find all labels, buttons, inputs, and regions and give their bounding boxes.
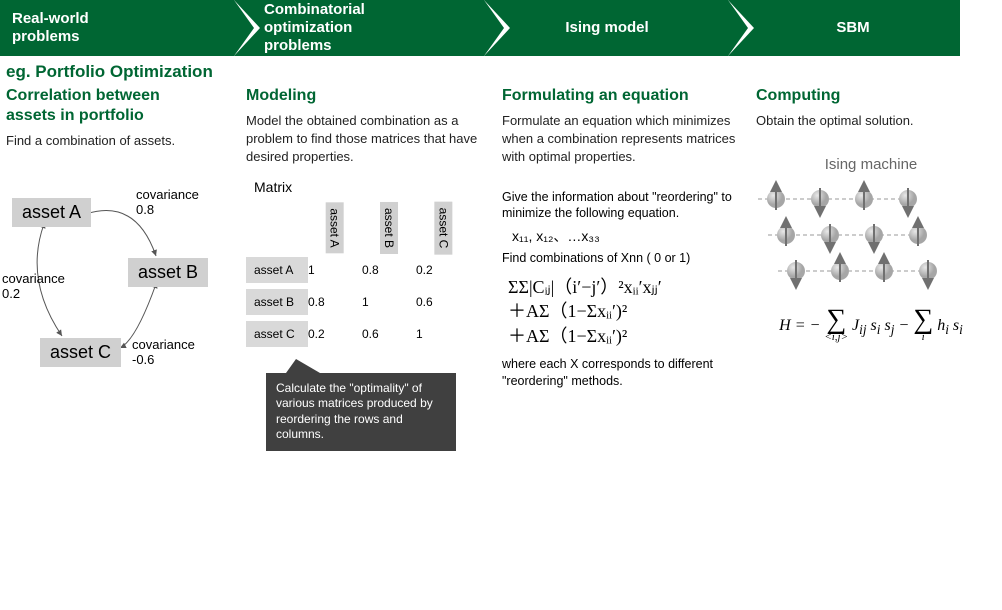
ising-lattice — [756, 177, 956, 297]
hamiltonian-equation: H = − ∑<i,j> Jij si sj − ∑i hi si — [756, 310, 986, 343]
eq-note1: Give the information about "reordering" … — [502, 189, 746, 223]
col4-title: Computing — [756, 86, 986, 106]
arrow-step-1: Combinatorialoptimizationproblems — [234, 0, 484, 56]
matrix-cell: 1 — [362, 289, 416, 315]
col-real-world: Correlation betweenassets in portfolio F… — [6, 86, 246, 451]
eq-footnote: where each X corresponds to different "r… — [502, 356, 746, 390]
covariance-label: covariance-0.6 — [132, 338, 195, 368]
table-row: asset C0.20.61 — [246, 321, 470, 347]
eq-line2: ＋AΣ（1−Σxᵢᵢ′)² — [508, 299, 746, 323]
col4-desc: Obtain the optimal solution. — [756, 112, 986, 130]
table-row: asset B0.810.6 — [246, 289, 470, 315]
eq-note2: Find combinations of Xnn ( 0 or 1) — [502, 250, 746, 267]
columns-row: Correlation betweenassets in portfolio F… — [0, 86, 1002, 451]
callout-box: Calculate the "optimality" of various ma… — [266, 373, 456, 451]
matrix-cell: 0.6 — [416, 289, 470, 315]
asset-box: asset A — [12, 198, 91, 227]
eq-line3: ＋AΣ（1−Σxᵢᵢ′)² — [508, 324, 746, 348]
matrix-cell: 0.6 — [362, 321, 416, 347]
arrow-step-label: Combinatorialoptimizationproblems — [264, 1, 365, 55]
col-computing: Computing Obtain the optimal solution. I… — [756, 86, 996, 451]
col1-title: Correlation betweenassets in portfolio — [6, 86, 236, 126]
col1-desc: Find a combination of assets. — [6, 132, 236, 150]
covariance-label: covariance0.2 — [2, 272, 65, 302]
ising-machine-label: Ising machine — [756, 156, 986, 173]
asset-box: asset B — [128, 258, 208, 287]
col3-desc: Formulate an equation which minimizes wh… — [502, 112, 746, 167]
matrix-cell: 0.8 — [362, 257, 416, 283]
matrix-cell: 1 — [308, 257, 362, 283]
matrix-label: Matrix — [254, 179, 492, 195]
col3-title: Formulating an equation — [502, 86, 746, 106]
eq-vars: x₁₁, x₁₂、…x₃₃ — [512, 226, 746, 246]
eq-line1: ΣΣ|Cᵢⱼ|（i′−j′）²xᵢᵢ′xⱼⱼ′ — [508, 275, 746, 299]
arrow-step-0: Real-worldproblems — [0, 0, 234, 56]
asset-box: asset C — [40, 338, 121, 367]
row-header: asset A — [246, 257, 308, 283]
matrix-cell: 1 — [416, 321, 470, 347]
row-header: asset C — [246, 321, 308, 347]
col2-title: Modeling — [246, 86, 492, 106]
row-header: asset B — [246, 289, 308, 315]
matrix-cell: 0.2 — [308, 321, 362, 347]
col2-desc: Model the obtained combination as a prob… — [246, 112, 492, 167]
col-formulating: Formulating an equation Formulate an equ… — [502, 86, 756, 451]
example-label: eg. Portfolio Optimization — [6, 62, 1002, 82]
equation-block: ΣΣ|Cᵢⱼ|（i′−j′）²xᵢᵢ′xⱼⱼ′ ＋AΣ（1−Σxᵢᵢ′)² ＋A… — [508, 275, 746, 348]
asset-network-diagram: asset A asset B asset C covariance0.8 covari… — [6, 180, 236, 400]
arrow-step-3: SBM — [728, 0, 960, 56]
matrix-wrapper: Matrix asset A asset B asset C asset A10.80… — [246, 179, 492, 353]
matrix-table: asset A asset B asset C asset A10.80.2 asset… — [246, 199, 470, 353]
table-row: asset A10.80.2 — [246, 257, 470, 283]
arrow-step-2: Ising model — [484, 0, 728, 56]
col-modeling: Modeling Model the obtained combination … — [246, 86, 502, 451]
arrow-step-label: SBM — [836, 19, 869, 37]
covariance-label: covariance0.8 — [136, 188, 199, 218]
matrix-cell: 0.2 — [416, 257, 470, 283]
arrow-step-label: Ising model — [565, 19, 648, 37]
arrow-step-label: Real-worldproblems — [12, 10, 89, 46]
process-arrow-bar: Real-worldproblems Combinatorialoptimizat… — [0, 0, 1002, 56]
matrix-cell: 0.8 — [308, 289, 362, 315]
